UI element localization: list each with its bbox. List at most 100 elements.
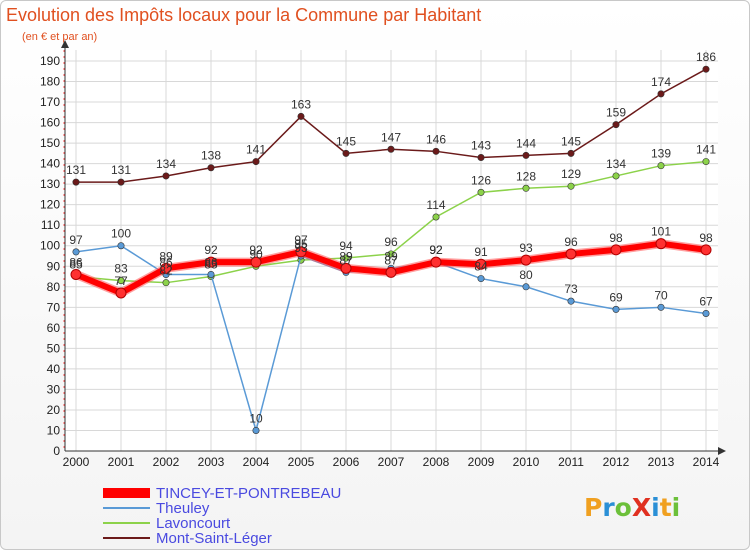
x-tick-label: 2000 [63,455,90,469]
data-label: 128 [516,169,536,183]
data-label: 145 [561,134,581,148]
x-tick-label: 2013 [648,455,675,469]
data-label: 131 [66,163,86,177]
data-point [117,178,125,186]
data-point [477,153,485,161]
x-tick-label: 2004 [243,455,270,469]
data-point [522,184,530,192]
y-tick-label: 170 [40,95,60,109]
y-tick-label: 20 [47,403,61,417]
data-label: 77 [114,274,128,288]
data-point [432,213,440,221]
data-point [342,254,350,262]
data-label: 174 [651,75,671,89]
data-point [475,258,487,270]
data-point [702,309,710,317]
data-point [565,248,577,260]
data-point [612,172,620,180]
data-point [117,277,125,285]
data-label: 97 [69,233,83,247]
legend: TINCEY-ET-PONTREBEAUTheuleyLavoncourtMon… [103,485,341,547]
data-label: 86 [204,255,218,269]
data-label: 138 [201,149,221,163]
y-tick-label: 100 [40,239,60,253]
data-label: 139 [651,147,671,161]
data-label: 87 [339,253,353,267]
data-label: 114 [426,198,445,212]
x-tick-label: 2008 [423,455,450,469]
data-label: 93 [519,241,533,255]
data-point [655,238,667,250]
data-point [387,250,395,258]
data-label: 86 [159,255,173,269]
x-tick-label: 2011 [558,455,584,469]
data-point [430,256,442,268]
data-point [205,256,217,268]
data-label: 89 [384,249,398,263]
y-tick-label: 0 [53,444,60,458]
data-label: 145 [336,134,356,148]
x-tick-label: 2001 [108,455,135,469]
data-label: 146 [426,132,446,146]
data-label: 85 [204,258,218,272]
data-label: 93 [294,241,308,255]
data-label: 186 [696,50,716,64]
proxiti-logo: ProXiti [584,493,680,522]
data-label: 84 [474,260,488,274]
data-point [657,162,665,170]
data-point [612,121,620,129]
data-label: 67 [699,294,713,308]
data-point [567,182,575,190]
data-label: 94 [339,239,353,253]
y-tick-label: 150 [40,136,60,150]
data-point [70,268,82,280]
y-tick-label: 190 [40,54,60,68]
data-label: 144 [516,136,536,150]
data-label: 70 [654,288,668,302]
x-tick-label: 2003 [198,455,225,469]
data-label: 98 [699,231,713,245]
data-point [207,164,215,172]
data-label: 96 [564,235,578,249]
data-label: 134 [156,157,176,171]
data-label: 100 [111,227,131,241]
data-point [477,275,485,283]
data-label: 141 [246,143,266,157]
y-tick-label: 110 [41,218,60,232]
data-point [702,65,710,73]
legend-label: Theuley [156,500,210,517]
data-label: 131 [111,163,131,177]
data-point [252,158,260,166]
data-labels: 131 131 134 138 141 163 145 147 146 143 144 145 159 1… [66,50,716,425]
data-label: 80 [519,268,533,282]
x-tick-label: 2006 [333,455,360,469]
x-tick-label: 2007 [378,455,405,469]
data-label: 147 [381,130,401,144]
y-tick-label: 140 [40,157,60,171]
data-label: 69 [609,290,623,304]
data-point [162,172,170,180]
legend-label: Lavoncourt [156,515,231,532]
data-point [115,287,127,299]
data-point [72,248,80,256]
y-tick-label: 160 [40,116,60,130]
data-label: 91 [474,245,488,259]
data-point [610,244,622,256]
data-label: 10 [249,411,263,425]
x-axis-arrow [718,447,726,455]
data-label: 98 [609,231,623,245]
data-point [385,266,397,278]
data-label: 129 [561,167,581,181]
data-point [117,242,125,250]
y-tick-label: 180 [40,75,60,89]
data-point [252,426,260,434]
x-tick-label: 2012 [603,455,630,469]
data-point [522,151,530,159]
data-point [477,188,485,196]
data-point [295,246,307,258]
data-label: 95 [294,237,308,251]
data-point [567,149,575,157]
data-label: 92 [249,243,263,257]
y-tick-label: 130 [40,177,60,191]
data-point [342,149,350,157]
